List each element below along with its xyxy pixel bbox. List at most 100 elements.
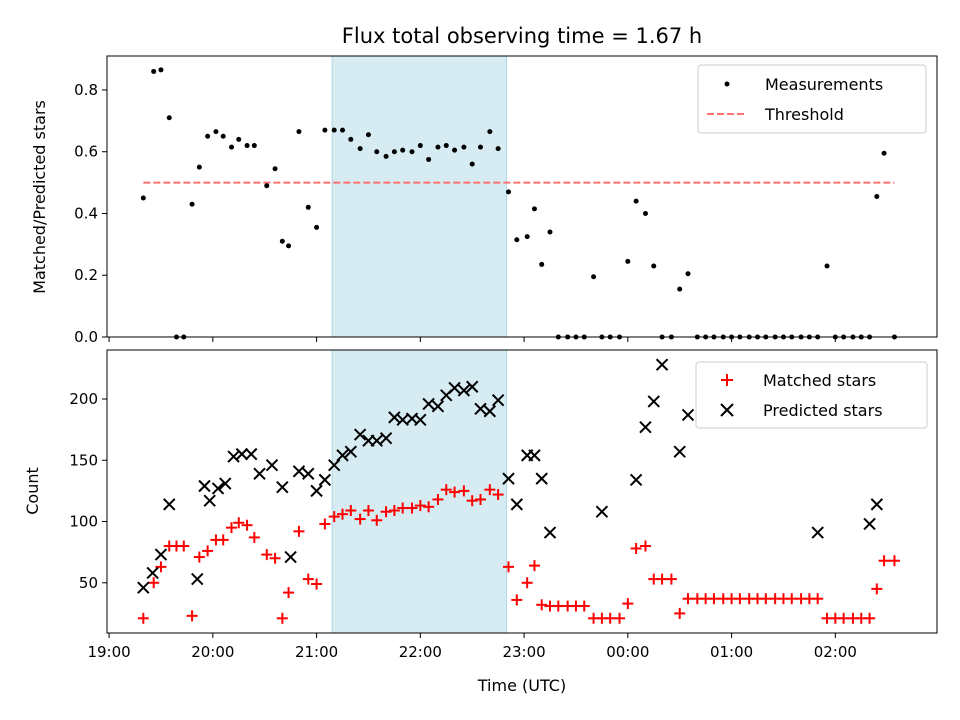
predicted-point (245, 447, 258, 461)
matched-point (871, 583, 883, 595)
x-tick-label: 02:00 (814, 643, 857, 661)
measurement-point (374, 149, 380, 155)
measurement-point (506, 189, 512, 195)
measurement-point (478, 144, 483, 150)
matched-point (449, 486, 461, 498)
predicted-point (510, 498, 524, 511)
matched-point (311, 578, 323, 590)
predicted-point (292, 465, 306, 478)
measurement-point (633, 198, 639, 204)
matched-point (293, 525, 305, 537)
legend-predicted-marker (720, 403, 734, 417)
measurement-point (452, 147, 458, 153)
x-tick-label: 00:00 (606, 643, 649, 661)
predicted-point (344, 445, 358, 458)
predicted-point (265, 458, 279, 472)
matched-point (233, 517, 245, 529)
predicted-point (235, 447, 249, 461)
predicted-point (465, 380, 479, 393)
predicted-point (353, 428, 367, 441)
predicted-point (673, 445, 686, 458)
legend-threshold-label: Threshold (764, 105, 844, 124)
bottom-shade-layer (331, 349, 507, 634)
measurement-point (340, 127, 346, 133)
matched-point (371, 514, 383, 526)
predicted-point (198, 479, 211, 493)
measurement-point (874, 194, 880, 199)
matched-point (536, 599, 548, 611)
matched-point (786, 593, 798, 605)
bottom-matched-points (137, 484, 900, 624)
measurement-point (591, 274, 597, 280)
measurement-point (881, 150, 887, 156)
matched-point (503, 561, 515, 573)
measurement-point (461, 144, 467, 150)
predicted-point (219, 477, 232, 490)
matched-point (760, 593, 772, 605)
matched-point (319, 518, 331, 530)
measurement-point (651, 263, 657, 269)
matched-point (639, 540, 651, 552)
matched-point (302, 573, 314, 585)
bottom-y-axis-label: Count (23, 467, 42, 515)
measurement-point (357, 146, 363, 152)
matched-point (521, 577, 533, 589)
measurement-point (625, 258, 631, 264)
bottom-y-tick-label: 200 (69, 390, 98, 408)
predicted-point (318, 473, 332, 487)
measurement-point (229, 144, 234, 150)
bottom-y-ticks: 50 100 150 200 (69, 390, 107, 592)
legend-matched-label: Matched stars (763, 371, 876, 390)
predicted-point (543, 526, 557, 539)
measurement-point (524, 234, 530, 240)
matched-point (630, 542, 642, 554)
top-legend: Measurements Threshold (697, 64, 927, 134)
top-observing-band (331, 55, 507, 338)
measurement-point (495, 146, 501, 152)
predicted-point (414, 413, 427, 427)
matched-point (708, 593, 720, 605)
measurement-point (469, 161, 475, 167)
predicted-point (146, 566, 159, 580)
measurement-point (391, 149, 397, 155)
measurement-point (331, 127, 337, 133)
measurement-point (677, 286, 683, 292)
measurement-point (158, 67, 164, 73)
matched-point (337, 508, 349, 520)
measurement-point (685, 271, 691, 277)
matched-point (812, 593, 824, 605)
top-y-tick-label: 0.2 (74, 266, 98, 284)
matched-point (397, 502, 409, 514)
legend-measurements-marker (724, 81, 730, 87)
legend-measurements-label: Measurements (765, 75, 883, 94)
predicted-point (191, 572, 204, 586)
predicted-point (137, 581, 150, 594)
predicted-point (328, 458, 341, 472)
measurement-point (383, 153, 389, 159)
predicted-point (595, 505, 609, 518)
measurement-point (400, 147, 406, 153)
matched-point (148, 577, 160, 589)
top-y-tick-label: 0.8 (74, 81, 98, 99)
matched-point (674, 607, 686, 619)
predicted-point (310, 484, 323, 498)
matched-point (578, 600, 590, 612)
predicted-point (276, 481, 289, 494)
matched-point (362, 504, 374, 516)
predicted-point (422, 397, 435, 411)
matched-point (276, 612, 288, 624)
predicted-point (203, 494, 216, 507)
bottom-y-tick-label: 150 (69, 451, 98, 469)
measurement-point (547, 229, 553, 235)
matched-point (202, 545, 214, 557)
legend-matched-marker (721, 374, 733, 386)
predicted-point (370, 434, 383, 447)
predicted-point (474, 402, 487, 416)
matched-point (217, 534, 229, 546)
measurement-point (236, 136, 242, 142)
matched-point (155, 561, 167, 573)
predicted-point (681, 408, 695, 422)
measurement-point (244, 143, 250, 149)
measurement-point (189, 201, 195, 207)
matched-point (458, 485, 470, 497)
